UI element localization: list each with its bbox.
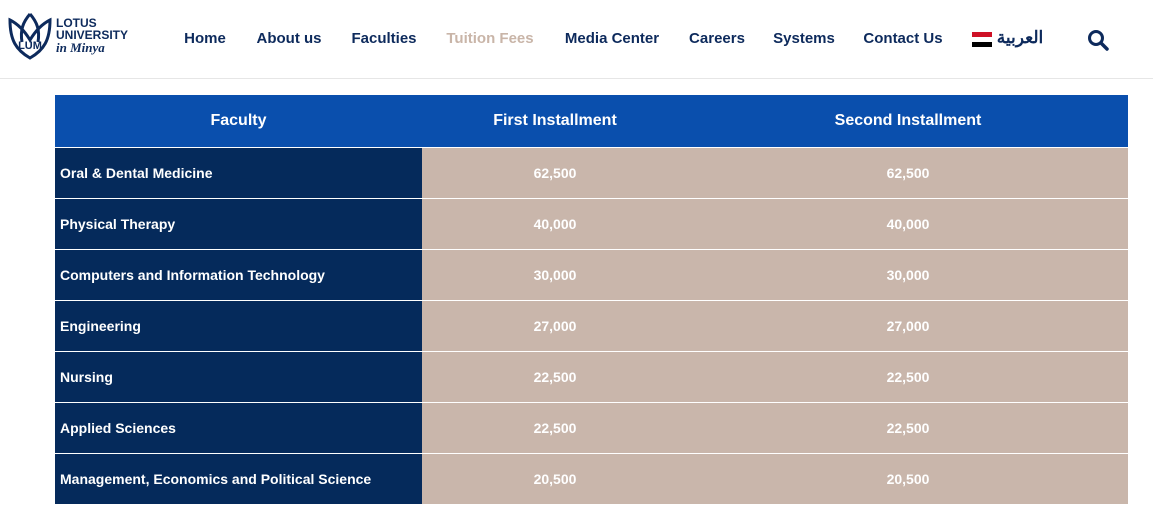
- table-row: Nursing 22,500 22,500: [55, 351, 1128, 403]
- nav-link[interactable]: Tuition Fees: [446, 30, 534, 47]
- logo-tagline: in Minya: [56, 40, 105, 55]
- fee-cell: 40,000: [422, 198, 688, 250]
- table-row: Computers and Information Technology 30,0…: [55, 249, 1128, 301]
- table-row: Oral & Dental Medicine 62,500 62,500: [55, 147, 1128, 199]
- fee-cell: 30,000: [422, 249, 688, 301]
- fee-cell: 27,000: [422, 300, 688, 352]
- fee-cell: 27,000: [688, 300, 1128, 352]
- table-row: Applied Sciences 22,500 22,500: [55, 402, 1128, 454]
- faculty-cell: Engineering: [55, 300, 422, 352]
- nav-link[interactable]: Contact Us: [863, 30, 943, 47]
- flag-icon: [972, 32, 992, 47]
- logo-line: LOTUS: [56, 16, 97, 30]
- nav-link[interactable]: Home: [184, 30, 226, 47]
- nav-link[interactable]: About us: [256, 30, 322, 47]
- fee-cell: 20,500: [422, 453, 688, 504]
- table-row: Engineering 27,000 27,000: [55, 300, 1128, 352]
- nav-link[interactable]: Systems: [773, 30, 835, 47]
- fee-cell: 62,500: [422, 147, 688, 199]
- fee-cell: 40,000: [688, 198, 1128, 250]
- column-header: Faculty: [55, 95, 422, 148]
- table-row: Management, Economics and Political Scie…: [55, 453, 1128, 504]
- fee-cell: 22,500: [422, 402, 688, 454]
- faculty-cell: Nursing: [55, 351, 422, 403]
- language-link[interactable]: العربية: [996, 28, 1044, 47]
- fee-cell: 22,500: [688, 402, 1128, 454]
- header: LUM LOTUS UNIVERSITY in Minya العربية Ho…: [0, 0, 1153, 79]
- faculty-cell: Physical Therapy: [55, 198, 422, 250]
- table-row: Physical Therapy 40,000 40,000: [55, 198, 1128, 250]
- faculty-cell: Oral & Dental Medicine: [55, 147, 422, 199]
- fee-cell: 20,500: [688, 453, 1128, 504]
- nav-link[interactable]: Careers: [689, 30, 745, 47]
- nav-link[interactable]: Media Center: [564, 30, 660, 47]
- tuition-table: Faculty First Installment Second Installme…: [55, 95, 1128, 504]
- fee-cell: 22,500: [422, 351, 688, 403]
- faculty-cell: Management, Economics and Political Scie…: [55, 453, 422, 504]
- column-header: First Installment: [422, 95, 688, 148]
- logo-mark-text: LUM: [18, 40, 42, 52]
- logo-mark[interactable]: LUM: [6, 12, 54, 62]
- column-header: Second Installment: [688, 95, 1128, 148]
- faculty-cell: Computers and Information Technology: [55, 249, 422, 301]
- nav-link[interactable]: Faculties: [351, 30, 417, 47]
- faculty-cell: Applied Sciences: [55, 402, 422, 454]
- fee-cell: 30,000: [688, 249, 1128, 301]
- fee-cell: 62,500: [688, 147, 1128, 199]
- search-icon[interactable]: [1087, 29, 1109, 51]
- header-row: Faculty First Installment Second Installme…: [55, 95, 1128, 148]
- logo-line: UNIVERSITY: [56, 28, 129, 42]
- fee-cell: 22,500: [688, 351, 1128, 403]
